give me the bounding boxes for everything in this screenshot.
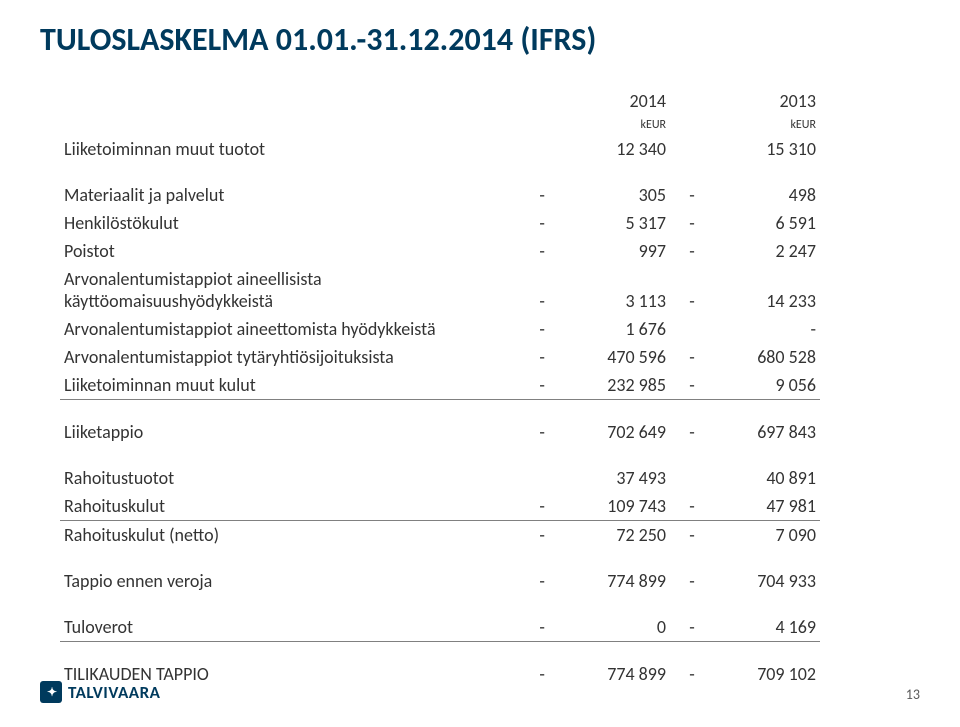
row-label: Materiaalit ja palvelut bbox=[60, 181, 520, 209]
row-sign2: - bbox=[670, 237, 699, 265]
row-sign2 bbox=[670, 315, 699, 343]
row-sign1 bbox=[520, 135, 549, 163]
row-val2: 47 981 bbox=[699, 492, 820, 521]
row-sign1: - bbox=[520, 371, 549, 400]
row-sign1: - bbox=[520, 181, 549, 209]
page-number: 13 bbox=[906, 686, 920, 703]
income-statement-table: 2014 2013 kEUR kEUR Liiketoiminnan muut … bbox=[60, 87, 820, 688]
row-val2: 15 310 bbox=[699, 135, 820, 163]
table-row: Henkilöstökulut - 5 317 - 6 591 bbox=[60, 209, 820, 237]
page-title: TULOSLASKELMA 01.01.-31.12.2014 (IFRS) bbox=[40, 20, 920, 59]
row-label: Liiketoiminnan muut kulut bbox=[60, 371, 520, 400]
row-sign2: - bbox=[670, 209, 699, 237]
row-val1: 5 317 bbox=[549, 209, 670, 237]
table-row: Tappio ennen veroja - 774 899 - 704 933 bbox=[60, 567, 820, 595]
row-sign1: - bbox=[520, 343, 549, 371]
brand-logo-icon: ✦ bbox=[40, 681, 62, 703]
row-val1: 12 340 bbox=[549, 135, 670, 163]
row-val1: 232 985 bbox=[549, 371, 670, 400]
row-sign1: - bbox=[520, 237, 549, 265]
table-row: Liiketappio - 702 649 - 697 843 bbox=[60, 418, 820, 446]
row-sign2: - bbox=[670, 521, 699, 550]
row-val1: 702 649 bbox=[549, 418, 670, 446]
row-val1: 0 bbox=[549, 613, 670, 642]
row-sign1: - bbox=[520, 209, 549, 237]
row-label: Henkilöstökulut bbox=[60, 209, 520, 237]
row-val2: 9 056 bbox=[699, 371, 820, 400]
table-row: Liiketoiminnan muut kulut - 232 985 - 9 … bbox=[60, 371, 820, 400]
row-val1: 774 899 bbox=[549, 567, 670, 595]
row-sign2 bbox=[670, 135, 699, 163]
row-val2: 6 591 bbox=[699, 209, 820, 237]
row-sign2: - bbox=[670, 343, 699, 371]
row-val2: 704 933 bbox=[699, 567, 820, 595]
table-row: Rahoitustuotot 37 493 40 891 bbox=[60, 464, 820, 492]
table-row: Poistot - 997 - 2 247 bbox=[60, 237, 820, 265]
row-val2: - bbox=[699, 315, 820, 343]
row-label: Arvonalentumistappiot tytäryhtiösijoituk… bbox=[60, 343, 520, 371]
row-label: Liiketappio bbox=[60, 418, 520, 446]
table-row: Tuloverot - 0 - 4 169 bbox=[60, 613, 820, 642]
row-val1: 3 113 bbox=[549, 265, 670, 315]
row-sign2: - bbox=[670, 265, 699, 315]
col-header-unit1: kEUR bbox=[549, 115, 670, 135]
table-row: Rahoituskulut - 109 743 - 47 981 bbox=[60, 492, 820, 521]
row-val1: 37 493 bbox=[549, 464, 670, 492]
row-sign2: - bbox=[670, 181, 699, 209]
row-sign1: - bbox=[520, 265, 549, 315]
table-row: Arvonalentumistappiot aineellisista käyt… bbox=[60, 265, 820, 315]
col-header-year2: 2013 bbox=[699, 87, 820, 115]
row-sign1: - bbox=[520, 521, 549, 550]
row-label: Liiketoiminnan muut tuotot bbox=[60, 135, 520, 163]
row-sign2: - bbox=[670, 613, 699, 642]
row-val2: 697 843 bbox=[699, 418, 820, 446]
row-sign2 bbox=[670, 464, 699, 492]
row-label: Tappio ennen veroja bbox=[60, 567, 520, 595]
brand-logo-text: TALVIVAARA bbox=[68, 682, 160, 703]
row-val2: 14 233 bbox=[699, 265, 820, 315]
row-val2: 680 528 bbox=[699, 343, 820, 371]
row-label: Arvonalentumistappiot aineellisista käyt… bbox=[60, 265, 520, 315]
row-sign2: - bbox=[670, 567, 699, 595]
row-sign1: - bbox=[520, 418, 549, 446]
row-label: Poistot bbox=[60, 237, 520, 265]
col-header-year1: 2014 bbox=[549, 87, 670, 115]
row-sign2: - bbox=[670, 492, 699, 521]
row-label: Rahoituskulut bbox=[60, 492, 520, 521]
row-val1: 470 596 bbox=[549, 343, 670, 371]
row-val1: 72 250 bbox=[549, 521, 670, 550]
row-label: Rahoituskulut (netto) bbox=[60, 521, 520, 550]
row-label: Arvonalentumistappiot aineettomista hyöd… bbox=[60, 315, 520, 343]
brand-logo: ✦ TALVIVAARA bbox=[40, 681, 160, 703]
table-row: Liiketoiminnan muut tuotot 12 340 15 310 bbox=[60, 135, 820, 163]
table-row: Arvonalentumistappiot tytäryhtiösijoituk… bbox=[60, 343, 820, 371]
row-val2: 4 169 bbox=[699, 613, 820, 642]
row-val2: 498 bbox=[699, 181, 820, 209]
table-row: Materiaalit ja palvelut - 305 - 498 bbox=[60, 181, 820, 209]
col-header-unit2: kEUR bbox=[699, 115, 820, 135]
row-label: Tuloverot bbox=[60, 613, 520, 642]
row-sign1: - bbox=[520, 315, 549, 343]
row-sign2: - bbox=[670, 371, 699, 400]
row-val2: 7 090 bbox=[699, 521, 820, 550]
row-sign1 bbox=[520, 464, 549, 492]
row-sign1: - bbox=[520, 492, 549, 521]
row-val1: 997 bbox=[549, 237, 670, 265]
table-row: Rahoituskulut (netto) - 72 250 - 7 090 bbox=[60, 521, 820, 550]
table-row: Arvonalentumistappiot aineettomista hyöd… bbox=[60, 315, 820, 343]
row-val1: 1 676 bbox=[549, 315, 670, 343]
row-sign1: - bbox=[520, 613, 549, 642]
row-val1: 109 743 bbox=[549, 492, 670, 521]
row-val2: 2 247 bbox=[699, 237, 820, 265]
row-sign1: - bbox=[520, 567, 549, 595]
row-sign2: - bbox=[670, 418, 699, 446]
row-val2: 40 891 bbox=[699, 464, 820, 492]
row-val1: 305 bbox=[549, 181, 670, 209]
row-label: Rahoitustuotot bbox=[60, 464, 520, 492]
